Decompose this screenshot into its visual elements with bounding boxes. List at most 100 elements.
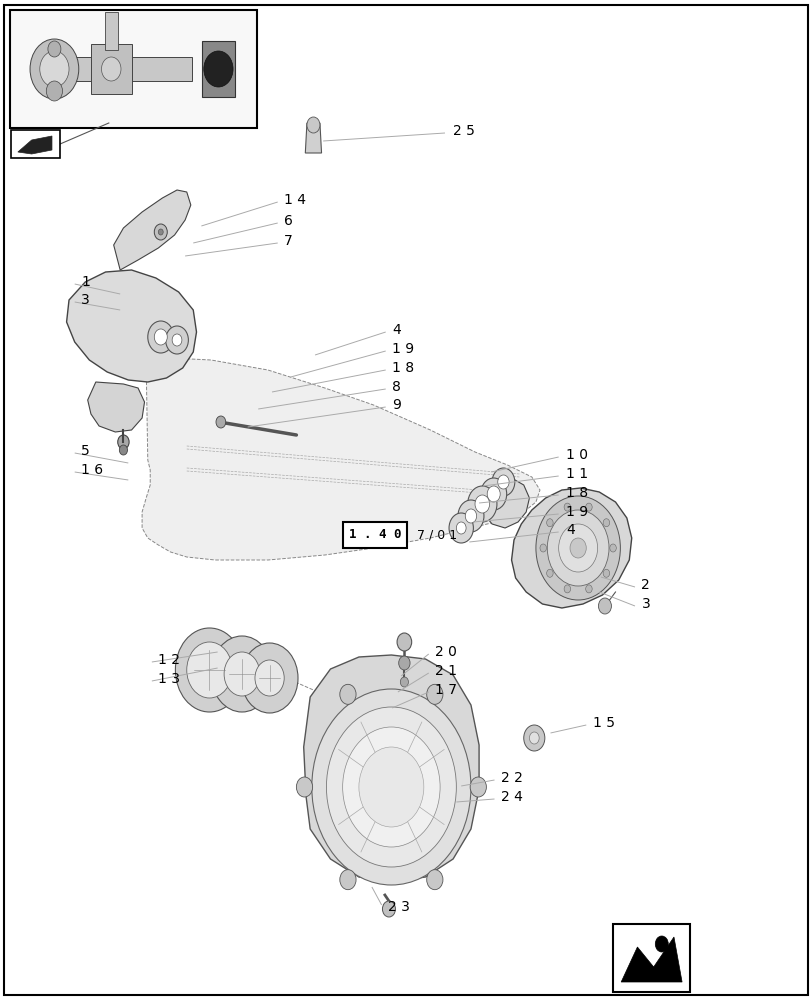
Polygon shape (620, 937, 681, 982)
Bar (105, 12, 118, 50)
Text: 2: 2 (641, 578, 650, 592)
Bar (10, 10, 257, 128)
Text: 1: 1 (81, 275, 90, 289)
Circle shape (435, 797, 444, 809)
Text: 3: 3 (641, 597, 650, 611)
Circle shape (480, 478, 506, 510)
Polygon shape (305, 123, 321, 153)
Circle shape (326, 707, 456, 867)
Text: 1 7: 1 7 (435, 683, 457, 697)
Circle shape (241, 643, 298, 713)
Text: 1 2: 1 2 (158, 653, 180, 667)
Bar (67, 57, 192, 81)
Text: 1 9: 1 9 (565, 505, 587, 519)
Polygon shape (18, 136, 52, 154)
Circle shape (172, 334, 182, 346)
Circle shape (175, 628, 243, 712)
Bar (202, 41, 234, 97)
Circle shape (358, 747, 423, 827)
Text: 1 4: 1 4 (284, 193, 306, 207)
Circle shape (546, 569, 552, 577)
Text: 7: 7 (284, 234, 293, 248)
Bar (11, 130, 60, 158)
Polygon shape (303, 655, 478, 882)
Text: 7 / 0 1: 7 / 0 1 (416, 528, 456, 542)
Circle shape (46, 81, 62, 101)
Circle shape (456, 522, 466, 534)
Circle shape (400, 677, 408, 687)
Text: 3: 3 (81, 293, 90, 307)
Circle shape (311, 689, 470, 885)
Circle shape (187, 642, 232, 698)
Circle shape (296, 777, 312, 797)
Circle shape (119, 445, 127, 455)
Circle shape (48, 41, 61, 57)
Text: 4: 4 (392, 323, 401, 337)
Circle shape (603, 569, 609, 577)
Circle shape (539, 544, 546, 552)
Circle shape (342, 727, 440, 847)
Circle shape (224, 652, 260, 696)
Circle shape (491, 468, 514, 496)
Text: 9: 9 (392, 398, 401, 412)
Circle shape (426, 870, 442, 890)
Circle shape (427, 684, 443, 704)
Text: 6: 6 (284, 214, 293, 228)
Circle shape (307, 117, 320, 133)
Circle shape (569, 538, 586, 558)
Circle shape (165, 326, 188, 354)
Text: 1 6: 1 6 (81, 463, 103, 477)
Circle shape (465, 509, 476, 523)
Circle shape (598, 598, 611, 614)
Bar (612, 924, 689, 992)
Circle shape (546, 519, 552, 527)
Polygon shape (480, 478, 529, 528)
Circle shape (397, 633, 411, 651)
Text: 1 . 4 0: 1 . 4 0 (349, 528, 401, 542)
Polygon shape (67, 270, 196, 382)
Bar (343, 522, 406, 548)
Circle shape (585, 503, 591, 511)
Circle shape (457, 500, 483, 532)
Text: 1 3: 1 3 (158, 672, 180, 686)
Text: 1 1: 1 1 (565, 467, 587, 481)
Text: 2 3: 2 3 (388, 900, 410, 914)
Circle shape (154, 329, 167, 345)
Circle shape (564, 503, 570, 511)
Circle shape (585, 585, 591, 593)
Circle shape (523, 725, 544, 751)
Polygon shape (114, 190, 191, 270)
Text: 2 0: 2 0 (435, 645, 457, 659)
Circle shape (101, 57, 121, 81)
Circle shape (470, 777, 486, 797)
Circle shape (603, 519, 609, 527)
Circle shape (204, 51, 233, 87)
Text: 1 8: 1 8 (392, 361, 414, 375)
Circle shape (497, 475, 508, 489)
Text: 4: 4 (565, 523, 574, 537)
Circle shape (564, 585, 570, 593)
Circle shape (216, 416, 225, 428)
Text: 1 8: 1 8 (565, 486, 587, 500)
Circle shape (467, 486, 496, 522)
Polygon shape (88, 382, 144, 432)
Bar (91, 44, 131, 94)
Text: 2 5: 2 5 (453, 124, 474, 138)
Circle shape (382, 901, 395, 917)
Polygon shape (511, 488, 631, 608)
Circle shape (535, 496, 620, 600)
Text: 8: 8 (392, 380, 401, 394)
Circle shape (148, 321, 174, 353)
Circle shape (547, 510, 608, 586)
Circle shape (487, 486, 500, 502)
Circle shape (211, 636, 272, 712)
Circle shape (340, 684, 355, 704)
Circle shape (609, 544, 616, 552)
Circle shape (558, 524, 597, 572)
Text: 1 5: 1 5 (592, 716, 614, 730)
Circle shape (339, 870, 355, 890)
Circle shape (529, 732, 539, 744)
Text: 5: 5 (81, 444, 90, 458)
Circle shape (448, 513, 473, 543)
Text: 1 9: 1 9 (392, 342, 414, 356)
